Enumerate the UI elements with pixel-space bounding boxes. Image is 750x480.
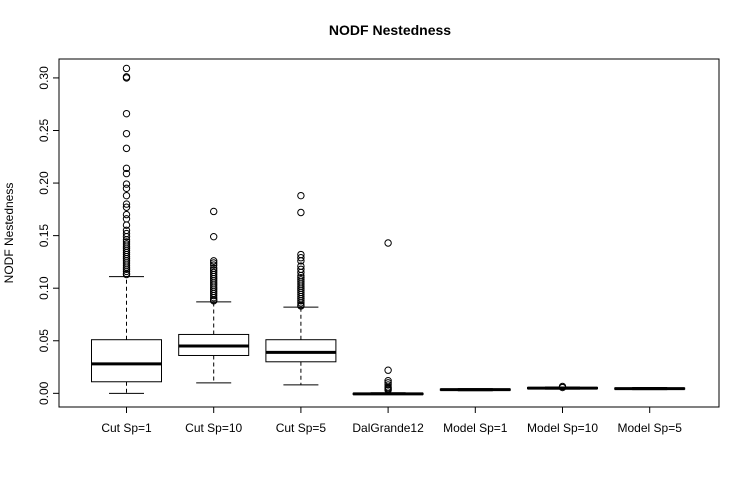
outlier-point — [122, 200, 131, 208]
box-iqr — [91, 339, 162, 383]
box-4 — [439, 388, 511, 392]
outlier-point — [122, 210, 131, 219]
outlier-point — [122, 267, 131, 276]
outlier-point — [384, 239, 392, 247]
box-6 — [614, 387, 686, 391]
outlier-point — [122, 109, 131, 118]
outlier-point — [122, 221, 131, 229]
x-tick-label: Cut Sp=5 — [276, 421, 327, 435]
y-tick-label: 0.05 — [37, 329, 51, 353]
outlier-point — [297, 299, 305, 307]
outlier-point — [210, 293, 218, 302]
x-axis: Cut Sp=1 Cut Sp=10 Cut Sp=5 DalGrande12 Mode… — [101, 406, 683, 435]
outlier-point — [122, 144, 131, 153]
outlier-point — [122, 191, 131, 200]
y-tick-label: 0.15 — [37, 224, 51, 248]
outlier-point — [210, 261, 218, 269]
outlier-point — [122, 232, 131, 241]
outlier-point — [210, 232, 218, 241]
outlier-point — [122, 164, 131, 173]
outlier-point — [122, 265, 131, 273]
outlier-point — [122, 169, 131, 178]
box-5 — [527, 382, 598, 392]
box-3 — [352, 239, 424, 396]
outlier-point — [210, 257, 218, 265]
outlier-point — [122, 129, 131, 138]
outlier-point — [297, 302, 305, 310]
outlier-point — [122, 74, 131, 82]
outlier-point — [297, 297, 305, 305]
y-axis-label: NODF Nestedness — [2, 183, 16, 284]
y-tick-label: 0.30 — [37, 66, 51, 90]
outlier-point — [122, 180, 131, 188]
box-0 — [91, 64, 162, 394]
outlier-point — [384, 381, 392, 389]
outlier-point — [122, 64, 131, 73]
outlier-point — [210, 291, 218, 300]
outlier-point — [210, 297, 218, 305]
outlier-point — [210, 259, 218, 267]
outlier-point — [297, 208, 305, 217]
box-iqr — [265, 339, 337, 363]
x-tick-label: Model Sp=10 — [527, 421, 598, 435]
x-tick-label: DalGrande12 — [352, 421, 424, 435]
outlier-point — [384, 366, 392, 374]
outlier-point — [122, 184, 131, 193]
x-tick-label: Cut Sp=10 — [185, 421, 242, 435]
outlier-point — [297, 254, 305, 262]
outlier-point — [297, 268, 305, 277]
outlier-point — [122, 270, 131, 279]
outlier-point — [297, 257, 305, 265]
y-tick-label: 0.25 — [37, 118, 51, 142]
x-tick-label: Model Sp=1 — [443, 421, 508, 435]
y-tick-label: 0.10 — [37, 276, 51, 300]
outlier-point — [384, 386, 392, 394]
y-tick-label: 0.00 — [37, 381, 51, 405]
chart-title: NODF Nestedness — [329, 22, 451, 38]
y-tick-label: 0.20 — [37, 171, 51, 195]
x-tick-label: Model Sp=5 — [618, 421, 683, 435]
boxes-group — [91, 64, 686, 396]
outlier-point — [297, 191, 305, 200]
x-tick-label: Cut Sp=1 — [101, 421, 152, 435]
y-axis: 0.00 0.05 0.10 0.15 0.20 0.25 0.30 — [37, 66, 60, 405]
outlier-point — [558, 383, 567, 392]
outlier-point — [122, 215, 131, 223]
box-2 — [265, 191, 337, 386]
outlier-point — [210, 207, 218, 216]
box-1 — [178, 207, 250, 384]
outlier-point — [122, 203, 131, 211]
